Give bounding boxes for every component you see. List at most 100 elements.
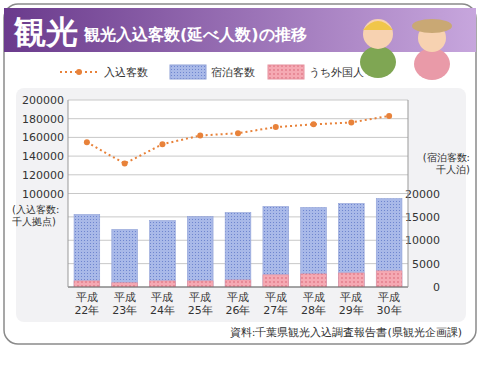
line: 22年 bbox=[74, 304, 99, 317]
bar bbox=[225, 280, 251, 287]
y2-tick-label: 5000 bbox=[412, 258, 440, 271]
figure-head bbox=[363, 19, 393, 49]
bar bbox=[112, 229, 138, 287]
chart: 観光観光入込客数(延べ人数)の推移10000012000014000016000… bbox=[0, 0, 480, 373]
line: 平成 bbox=[265, 291, 287, 304]
title-bar bbox=[4, 8, 476, 52]
legend-swatch bbox=[76, 69, 82, 75]
plot-panel bbox=[16, 88, 466, 322]
bar bbox=[338, 204, 364, 287]
grid-line bbox=[68, 156, 408, 157]
y2-tick-label: 15000 bbox=[405, 211, 440, 224]
bar bbox=[263, 275, 289, 287]
line: 平成 bbox=[378, 291, 400, 304]
line: 平成 bbox=[151, 291, 173, 304]
x-tick-label: 平成25年 bbox=[188, 291, 213, 317]
y-tick-label: 100000 bbox=[22, 188, 64, 201]
bar bbox=[112, 283, 138, 287]
line: (宿泊客数: bbox=[423, 152, 470, 163]
point bbox=[159, 141, 165, 147]
x-tick-label: 平成23年 bbox=[112, 291, 137, 317]
subtitle: 観光入込客数(延べ人数)の推移 bbox=[83, 25, 307, 44]
legend-label: 宿泊客数 bbox=[211, 66, 255, 79]
line: 平成 bbox=[303, 291, 325, 304]
x-tick-label: 平成26年 bbox=[226, 291, 251, 317]
line: 平成 bbox=[76, 291, 98, 304]
grid-line bbox=[68, 137, 408, 138]
grid-line bbox=[68, 100, 408, 101]
line: 千人泊) bbox=[436, 164, 470, 175]
y-axis bbox=[68, 100, 69, 287]
bar bbox=[187, 217, 213, 287]
legend-swatch bbox=[170, 65, 206, 79]
title: 観光 bbox=[13, 13, 78, 51]
line: 平成 bbox=[227, 291, 249, 304]
point bbox=[311, 121, 317, 127]
x-axis bbox=[68, 287, 408, 288]
line: 千人拠点) bbox=[12, 216, 56, 227]
line bbox=[87, 116, 389, 164]
point bbox=[235, 130, 241, 136]
point bbox=[273, 124, 279, 130]
x-tick-label: 平成27年 bbox=[263, 291, 288, 317]
y-axis-title: (入込客数:千人拠点) bbox=[12, 204, 59, 227]
grid-line bbox=[68, 193, 408, 194]
bar bbox=[338, 273, 364, 287]
grid-line bbox=[68, 174, 408, 175]
y2-axis-title: (宿泊客数:千人泊) bbox=[423, 152, 470, 175]
legend-swatch bbox=[268, 65, 304, 79]
figure-hair bbox=[363, 21, 393, 30]
bar bbox=[301, 274, 327, 287]
y2-tick-label: 20000 bbox=[405, 188, 440, 201]
point bbox=[348, 119, 354, 125]
grid-line bbox=[68, 193, 408, 194]
source: 資料:千葉県観光入込調査報告書(県観光企画課) bbox=[230, 326, 462, 339]
line: 平成 bbox=[340, 291, 362, 304]
y-tick-label: 180000 bbox=[22, 113, 64, 126]
grid-line bbox=[68, 118, 408, 119]
point bbox=[84, 139, 90, 145]
grid-line bbox=[68, 287, 408, 288]
y2-tick-label: 10000 bbox=[405, 234, 440, 247]
line: 28年 bbox=[301, 304, 326, 317]
line: 平成 bbox=[114, 291, 136, 304]
line: 27年 bbox=[263, 304, 288, 317]
bar bbox=[376, 199, 402, 287]
figure-hat bbox=[412, 19, 452, 33]
figure-body bbox=[360, 46, 396, 78]
bar bbox=[376, 271, 402, 287]
y2-tick-label: 0 bbox=[433, 281, 440, 294]
bar bbox=[150, 221, 176, 287]
bar bbox=[74, 215, 100, 287]
line: 29年 bbox=[339, 304, 364, 317]
line: 25年 bbox=[188, 304, 213, 317]
bar bbox=[263, 207, 289, 287]
legend: 入込客数 宿泊客数 うち外国人 bbox=[60, 65, 364, 79]
x-tick-label: 平成22年 bbox=[74, 291, 99, 317]
point bbox=[197, 133, 203, 139]
bar bbox=[150, 281, 176, 287]
marks bbox=[74, 113, 402, 287]
point bbox=[122, 161, 128, 167]
line: 23年 bbox=[112, 304, 137, 317]
y-tick-label: 200000 bbox=[22, 94, 64, 107]
y2-axis bbox=[408, 100, 409, 287]
x-tick-label: 平成30年 bbox=[377, 291, 402, 317]
bar bbox=[225, 213, 251, 287]
decoration bbox=[360, 19, 452, 80]
line: 30年 bbox=[377, 304, 402, 317]
line: 24年 bbox=[150, 304, 175, 317]
bar bbox=[187, 281, 213, 287]
x-tick-label: 平成29年 bbox=[339, 291, 364, 317]
point bbox=[386, 113, 392, 119]
y-tick-label: 120000 bbox=[22, 169, 64, 182]
y-tick-label: 140000 bbox=[22, 150, 64, 163]
legend-label: うち外国人 bbox=[309, 66, 364, 79]
y-tick-label: 160000 bbox=[22, 131, 64, 144]
line: 26年 bbox=[226, 304, 251, 317]
legend-label: 入込客数 bbox=[104, 66, 148, 79]
frame bbox=[4, 4, 476, 344]
x-tick-label: 平成24年 bbox=[150, 291, 175, 317]
plot-area bbox=[68, 100, 408, 287]
line: (入込客数: bbox=[12, 204, 59, 215]
